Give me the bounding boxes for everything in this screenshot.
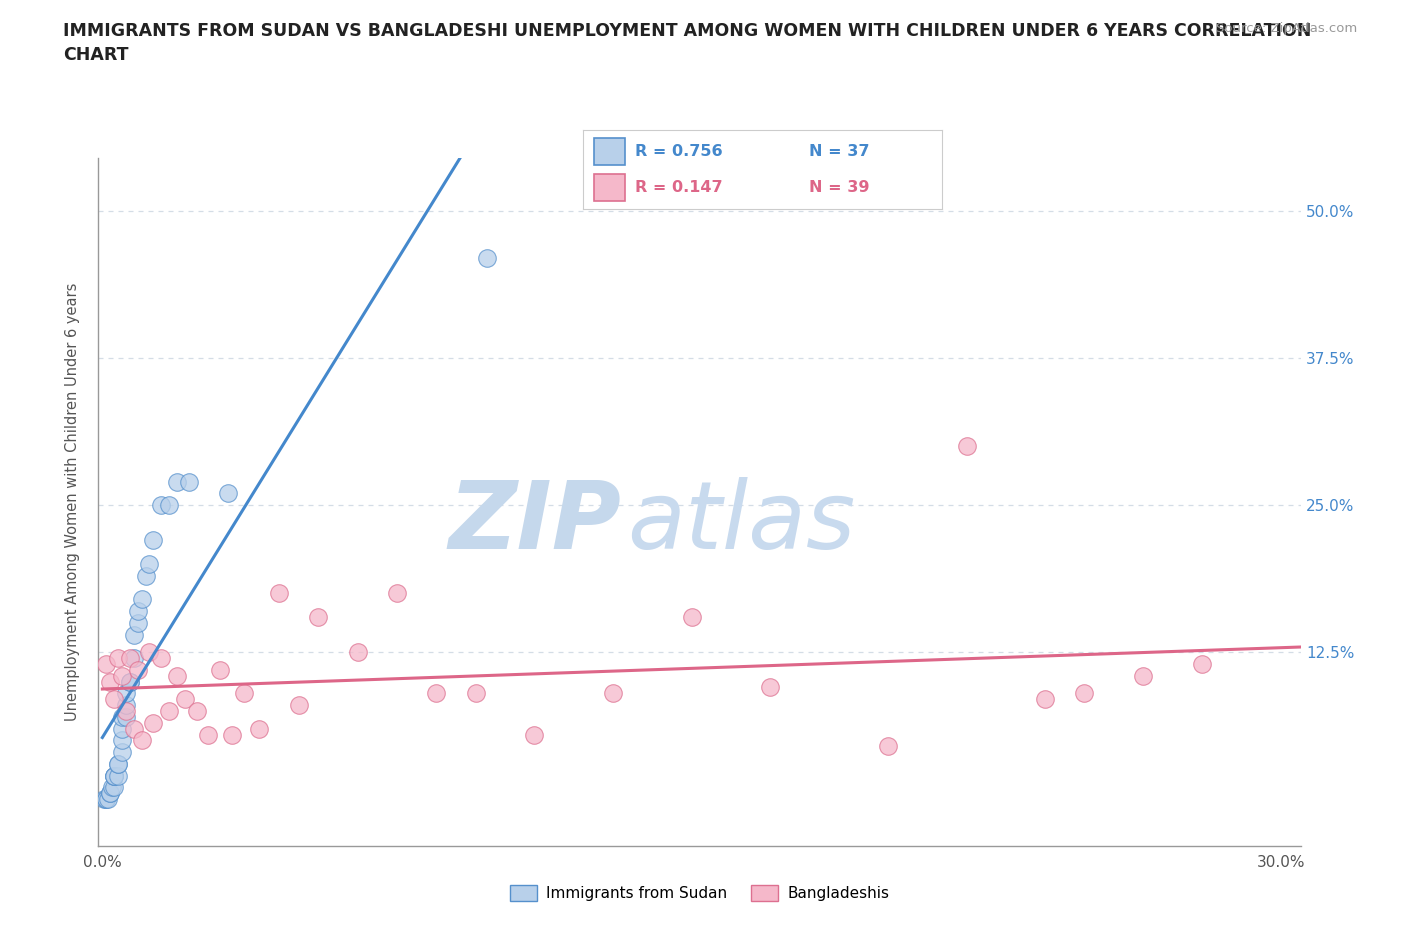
Point xyxy=(107,756,129,771)
Point xyxy=(122,627,145,642)
Text: IMMIGRANTS FROM SUDAN VS BANGLADESHI UNEMPLOYMENT AMONG WOMEN WITH CHILDREN UNDE: IMMIGRANTS FROM SUDAN VS BANGLADESHI UNE… xyxy=(63,22,1312,40)
Point xyxy=(150,498,173,512)
Text: R = 0.147: R = 0.147 xyxy=(636,180,723,195)
Text: CHART: CHART xyxy=(63,46,129,64)
Point xyxy=(118,651,141,666)
Point xyxy=(122,722,145,737)
Point xyxy=(103,692,125,707)
Point xyxy=(1132,669,1154,684)
Point xyxy=(157,704,180,719)
Point xyxy=(131,733,153,748)
Point xyxy=(98,674,121,689)
Point xyxy=(464,686,486,701)
Point xyxy=(118,674,141,689)
Point xyxy=(385,586,408,601)
Point xyxy=(122,651,145,666)
Point xyxy=(107,768,129,783)
Point xyxy=(602,686,624,701)
Point xyxy=(103,768,125,783)
Point xyxy=(142,715,165,730)
Point xyxy=(269,586,291,601)
Point xyxy=(150,651,173,666)
Point xyxy=(1033,692,1056,707)
Legend: Immigrants from Sudan, Bangladeshis: Immigrants from Sudan, Bangladeshis xyxy=(503,879,896,908)
Point xyxy=(759,680,782,695)
Point xyxy=(127,604,149,618)
Point xyxy=(96,657,118,671)
Point xyxy=(287,698,309,712)
Text: Source: ZipAtlas.com: Source: ZipAtlas.com xyxy=(1216,22,1357,35)
Text: N = 37: N = 37 xyxy=(810,144,870,159)
Point xyxy=(115,704,138,719)
Point xyxy=(1191,657,1213,671)
Point xyxy=(127,662,149,677)
Point xyxy=(425,686,447,701)
Point xyxy=(96,791,118,806)
Point xyxy=(166,474,188,489)
Point xyxy=(477,251,499,266)
Point xyxy=(249,722,271,737)
Point xyxy=(107,651,129,666)
Point xyxy=(103,768,125,783)
Point xyxy=(107,756,129,771)
Point xyxy=(96,791,118,806)
Point xyxy=(177,474,200,489)
Text: N = 39: N = 39 xyxy=(810,180,870,195)
Point xyxy=(232,686,254,701)
Point xyxy=(103,780,125,795)
Point xyxy=(142,533,165,548)
Point xyxy=(101,780,124,795)
Point xyxy=(131,591,153,606)
Point xyxy=(127,616,149,631)
Point xyxy=(523,727,546,742)
Text: atlas: atlas xyxy=(627,477,856,568)
Point xyxy=(111,745,134,760)
Point xyxy=(209,662,232,677)
FancyBboxPatch shape xyxy=(595,139,624,165)
Point xyxy=(103,768,125,783)
Point xyxy=(115,686,138,701)
Point xyxy=(111,722,134,737)
FancyBboxPatch shape xyxy=(595,175,624,202)
Text: ZIP: ZIP xyxy=(449,477,621,569)
Point xyxy=(118,674,141,689)
Point xyxy=(111,669,134,684)
Point xyxy=(97,791,120,806)
Point xyxy=(138,556,160,571)
Point xyxy=(115,698,138,712)
Point xyxy=(681,609,703,624)
Point xyxy=(98,786,121,801)
Point xyxy=(956,439,979,454)
Point xyxy=(93,791,115,806)
Point xyxy=(186,704,208,719)
Point xyxy=(346,644,368,659)
Point xyxy=(1073,686,1095,701)
Text: R = 0.756: R = 0.756 xyxy=(636,144,723,159)
Point xyxy=(166,669,188,684)
Point xyxy=(111,733,134,748)
Point xyxy=(138,644,160,659)
Point xyxy=(877,738,900,753)
Point xyxy=(173,692,195,707)
Point xyxy=(157,498,180,512)
Point xyxy=(111,710,134,724)
Point xyxy=(135,568,157,583)
Point xyxy=(307,609,329,624)
Point xyxy=(221,727,243,742)
Point xyxy=(197,727,219,742)
Point xyxy=(98,786,121,801)
Point xyxy=(217,486,239,501)
Point xyxy=(115,710,138,724)
Y-axis label: Unemployment Among Women with Children Under 6 years: Unemployment Among Women with Children U… xyxy=(65,283,80,722)
